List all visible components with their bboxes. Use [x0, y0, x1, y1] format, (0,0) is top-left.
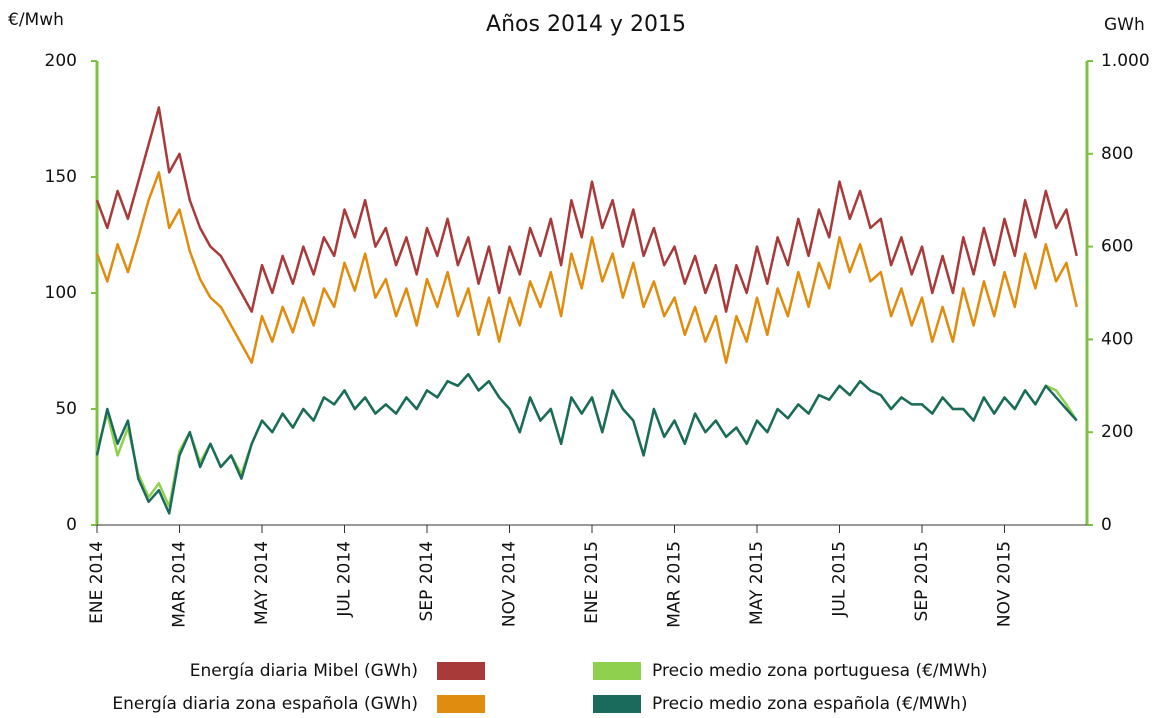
x-tick-label: JUL 2014: [335, 541, 355, 618]
legend-swatch: [437, 695, 485, 713]
y2-tick-label: 1.000: [1101, 51, 1150, 71]
legend-label: Precio medio zona portuguesa (€/MWh): [652, 661, 988, 681]
y-tick-label: 200: [45, 51, 77, 71]
y2-tick-label: 400: [1101, 329, 1133, 349]
x-tick-label: ENE 2014: [87, 541, 107, 624]
y2-axis-label: GWh: [1104, 15, 1145, 35]
x-tick-label: SEP 2014: [417, 541, 437, 621]
series-line: [95, 372, 1078, 515]
y-tick-label: 100: [45, 283, 77, 303]
y-tick-label: 150: [45, 167, 77, 187]
x-tick-label: MAR 2015: [665, 541, 685, 628]
legend-label: Precio medio zona española (€/MWh): [652, 694, 967, 714]
x-tick-label: NOV 2015: [995, 541, 1015, 627]
y-axis-label: €/Mwh: [8, 10, 64, 30]
chart-title: Años 2014 y 2015: [486, 12, 686, 37]
series-line: [95, 106, 1078, 313]
series-line: [95, 171, 1078, 364]
y-tick-label: 50: [55, 399, 77, 419]
x-tick-label: MAR 2014: [170, 541, 190, 628]
legend-label: Energía diaria Mibel (GWh): [190, 661, 418, 681]
y2-tick-label: 600: [1101, 237, 1133, 257]
x-tick-label: NOV 2014: [500, 541, 520, 627]
legend-swatch: [593, 662, 641, 680]
y2-tick-label: 0: [1101, 515, 1112, 535]
legend-swatch: [437, 662, 485, 680]
x-tick-label: MAY 2015: [747, 541, 767, 625]
y-tick-label: 0: [66, 515, 77, 535]
legend-swatch: [593, 695, 641, 713]
x-tick-label: JUL 2015: [830, 541, 850, 618]
legend-label: Energía diaria zona española (GWh): [112, 694, 418, 714]
y2-tick-label: 200: [1101, 422, 1133, 442]
series-line: [95, 372, 1078, 508]
x-tick-label: SEP 2015: [912, 541, 932, 621]
y2-tick-label: 800: [1101, 144, 1133, 164]
x-tick-label: ENE 2015: [582, 541, 602, 624]
x-tick-label: MAY 2014: [252, 541, 272, 625]
